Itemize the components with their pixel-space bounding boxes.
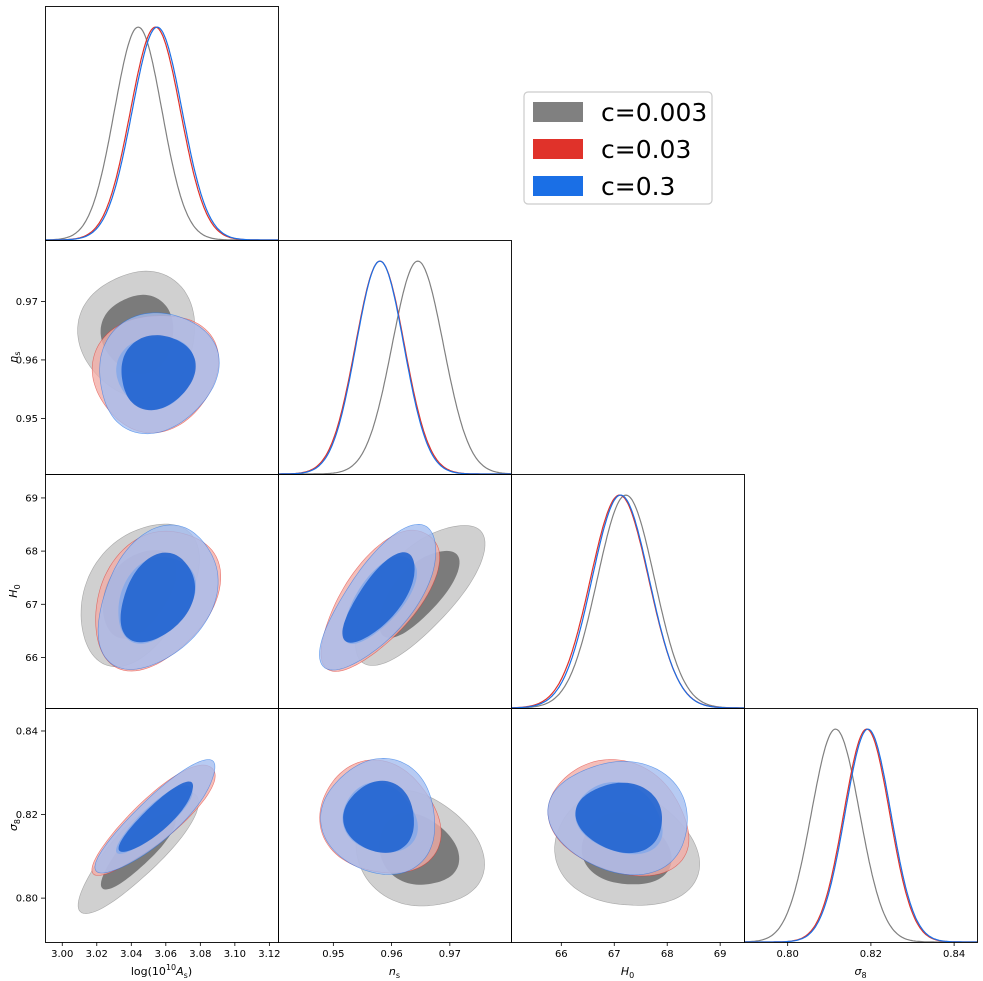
label-part: H bbox=[7, 589, 20, 597]
contour-inner-c=0.3 bbox=[342, 552, 415, 643]
marginal-line-c=0.003 bbox=[45, 26, 278, 240]
x-tick-label-logA: 3.10 bbox=[224, 949, 246, 960]
x-tick-label-H0: 68 bbox=[661, 949, 674, 960]
contour-panel-logA-ns bbox=[77, 270, 220, 435]
label-part: log(10 bbox=[131, 965, 166, 978]
contour-panel-logA-sigma8 bbox=[77, 759, 216, 914]
marginal-panel-logA bbox=[45, 26, 278, 240]
x-tick-label-logA: 3.04 bbox=[120, 949, 142, 960]
contour-panel-H0-sigma8 bbox=[547, 759, 700, 906]
marginal-line-c=0.3 bbox=[744, 728, 977, 942]
y-axis-label-ns: ns bbox=[7, 351, 22, 362]
label-part: s bbox=[396, 971, 400, 980]
marginal-line-c=0.3 bbox=[45, 26, 278, 240]
contour-inner-c=0.3 bbox=[120, 552, 195, 643]
label-part: σ bbox=[854, 965, 862, 978]
x-tick-label-logA: 3.06 bbox=[155, 949, 177, 960]
contour-inner-c=0.3 bbox=[575, 782, 662, 854]
label-part: n bbox=[7, 356, 20, 363]
legend-label-c=0.3: c=0.3 bbox=[601, 172, 675, 201]
x-tick-label-sigma8: 0.82 bbox=[860, 949, 882, 960]
y-tick-label-sigma8: 0.80 bbox=[16, 894, 38, 905]
x-tick-label-H0: 66 bbox=[555, 949, 568, 960]
y-tick-label-ns: 0.97 bbox=[16, 297, 38, 308]
y-tick-label-H0: 66 bbox=[25, 653, 38, 664]
tick-layer: 3.00 3.02 3.04 3.06 3.08 3.10 3.12 0.95 0.96 0.97… bbox=[16, 297, 966, 960]
x-axis-label-ns: ns bbox=[389, 965, 400, 980]
panel-frame-0-0 bbox=[45, 6, 279, 241]
y-tick-label-ns: 0.95 bbox=[16, 414, 38, 425]
frame-layer bbox=[45, 6, 978, 943]
label-part: 10 bbox=[166, 963, 176, 972]
marginal-panel-sigma8 bbox=[744, 728, 977, 942]
contour-inner-c=0.3 bbox=[118, 781, 193, 852]
label-part: 0 bbox=[629, 971, 634, 980]
contour-inner-c=0.3 bbox=[343, 780, 414, 853]
legend-swatch-c=0.003 bbox=[533, 102, 583, 122]
legend: c=0.003 c=0.03 c=0.3 bbox=[523, 91, 713, 205]
contour-layer bbox=[77, 270, 700, 914]
panel-frame-1-1 bbox=[278, 240, 512, 475]
label-part: n bbox=[389, 965, 396, 978]
y-tick-label-sigma8: 0.82 bbox=[16, 810, 38, 821]
legend-swatch-c=0.03 bbox=[533, 139, 583, 159]
x-tick-label-logA: 3.00 bbox=[51, 949, 73, 960]
marginal-line-c=0.03 bbox=[511, 494, 744, 708]
y-axis-label-H0: H0 bbox=[7, 584, 22, 597]
x-tick-label-ns: 0.95 bbox=[322, 949, 344, 960]
x-tick-label-H0: 67 bbox=[608, 949, 621, 960]
label-part: s bbox=[13, 351, 22, 355]
y-tick-label-H0: 69 bbox=[25, 493, 38, 504]
label-part: 0 bbox=[13, 584, 22, 589]
marginal-panel-H0 bbox=[511, 494, 744, 708]
legend-label-c=0.03: c=0.03 bbox=[601, 135, 691, 164]
y-tick-label-ns: 0.96 bbox=[16, 355, 38, 366]
y-axis-label-sigma8: σ8 bbox=[7, 819, 22, 831]
marginal-line-c=0.03 bbox=[45, 26, 278, 240]
x-axis-label-H0: H0 bbox=[621, 965, 634, 980]
label-part: σ bbox=[7, 823, 20, 831]
label-part: H bbox=[621, 965, 629, 978]
x-tick-label-logA: 3.02 bbox=[86, 949, 108, 960]
x-tick-label-sigma8: 0.84 bbox=[943, 949, 965, 960]
marginal-line-c=0.003 bbox=[278, 260, 511, 474]
panel-frame-2-2 bbox=[511, 474, 745, 709]
marginal-line-c=0.3 bbox=[511, 494, 744, 708]
x-axis-label-sigma8: σ8 bbox=[854, 965, 866, 980]
marginal-layer bbox=[45, 26, 977, 942]
x-tick-label-sigma8: 0.80 bbox=[777, 949, 799, 960]
marginal-line-c=0.03 bbox=[278, 260, 511, 474]
x-tick-label-ns: 0.97 bbox=[439, 949, 461, 960]
marginal-panel-ns bbox=[278, 260, 511, 474]
marginal-line-c=0.03 bbox=[744, 728, 977, 942]
marginal-line-c=0.003 bbox=[744, 728, 977, 942]
label-part: s bbox=[184, 971, 188, 980]
legend-label-c=0.003: c=0.003 bbox=[601, 98, 707, 127]
label-part: 8 bbox=[13, 819, 22, 824]
contour-panel-ns-sigma8 bbox=[319, 757, 485, 907]
x-tick-label-logA: 3.08 bbox=[189, 949, 211, 960]
marginal-line-c=0.3 bbox=[278, 260, 511, 474]
x-axis-label-logA: log(1010As) bbox=[131, 963, 192, 980]
panel-frame-3-3 bbox=[744, 708, 978, 943]
label-part: 8 bbox=[861, 971, 866, 980]
marginal-line-c=0.003 bbox=[511, 494, 744, 708]
y-tick-label-sigma8: 0.84 bbox=[16, 726, 38, 737]
x-tick-label-H0: 69 bbox=[714, 949, 727, 960]
label-part: A bbox=[175, 965, 184, 978]
contour-panel-ns-H0 bbox=[319, 523, 486, 672]
x-tick-label-ns: 0.96 bbox=[380, 949, 402, 960]
contour-inner-c=0.3 bbox=[121, 335, 196, 411]
legend-swatch-c=0.3 bbox=[533, 176, 583, 196]
y-tick-label-H0: 67 bbox=[25, 600, 38, 611]
contour-panel-logA-H0 bbox=[80, 523, 221, 672]
x-tick-label-logA: 3.12 bbox=[258, 949, 280, 960]
y-tick-label-H0: 68 bbox=[25, 547, 38, 558]
label-part: ) bbox=[188, 965, 192, 978]
